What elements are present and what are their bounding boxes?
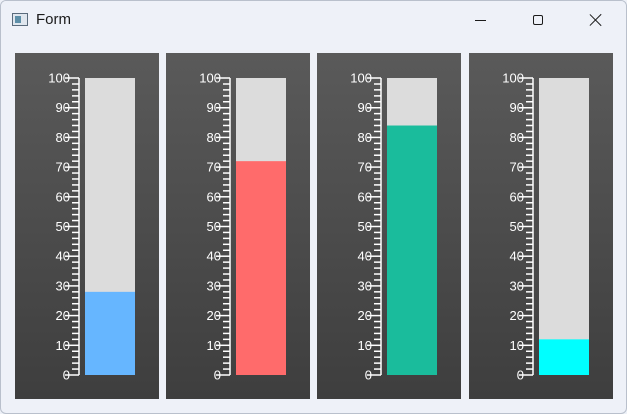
tick-label: 30 (358, 278, 372, 293)
gauge-fill (387, 125, 437, 376)
gauge-svg: 0 10 20 30 40 50 60 70 80 90 100 (48, 71, 135, 383)
tick-label: 90 (56, 100, 70, 115)
tick-label: 0 (365, 368, 372, 383)
tick-label: 40 (56, 249, 70, 264)
close-icon (589, 13, 603, 27)
tick-label: 30 (207, 278, 221, 293)
tick-label: 40 (510, 249, 524, 264)
tick-label: 10 (207, 338, 221, 353)
tick-label: 80 (56, 130, 70, 145)
tick-label: 10 (358, 338, 372, 353)
tick-label: 50 (510, 219, 524, 234)
tick-label: 90 (358, 100, 372, 115)
tick-label: 70 (510, 160, 524, 175)
window-title: Form (36, 11, 71, 28)
maximize-icon (533, 15, 543, 25)
gauge-fill (539, 339, 589, 375)
tick-label: 100 (350, 71, 372, 86)
tick-label: 60 (56, 189, 70, 204)
thermometer-gauge-4: 0 10 20 30 40 50 60 70 80 90 100 (469, 53, 613, 399)
tick-label: 40 (207, 249, 221, 264)
tick-label: 50 (358, 219, 372, 234)
tick-label: 80 (207, 130, 221, 145)
tick-label: 50 (56, 219, 70, 234)
minimize-button[interactable] (451, 1, 509, 39)
tick-label: 100 (199, 71, 221, 86)
gauge-fill (85, 291, 135, 375)
gauge-fill (236, 161, 286, 375)
tick-label: 20 (358, 308, 372, 323)
tick-label: 60 (510, 189, 524, 204)
thermometer-gauge-3: 0 10 20 30 40 50 60 70 80 90 100 (317, 53, 461, 399)
tick-label: 0 (63, 368, 70, 383)
tick-label: 60 (358, 189, 372, 204)
tick-label: 50 (207, 219, 221, 234)
tick-label: 20 (56, 308, 70, 323)
tick-label: 10 (56, 338, 70, 353)
tick-label: 60 (207, 189, 221, 204)
tick-label: 80 (358, 130, 372, 145)
tick-label: 70 (56, 160, 70, 175)
tick-label: 70 (207, 160, 221, 175)
thermometer-gauge-2: 0 10 20 30 40 50 60 70 80 90 100 (166, 53, 310, 399)
tick-label: 100 (48, 71, 70, 86)
tick-label: 0 (517, 368, 524, 383)
tick-label: 0 (214, 368, 221, 383)
tick-label: 90 (510, 100, 524, 115)
tick-label: 90 (207, 100, 221, 115)
tick-label: 10 (510, 338, 524, 353)
gauge-track (539, 78, 589, 375)
tick-label: 30 (510, 278, 524, 293)
tick-label: 40 (358, 249, 372, 264)
tick-label: 70 (358, 160, 372, 175)
gauge-svg: 0 10 20 30 40 50 60 70 80 90 100 (199, 71, 286, 383)
title-bar: Form (1, 1, 626, 39)
tick-label: 20 (207, 308, 221, 323)
maximize-button[interactable] (509, 1, 567, 39)
thermometer-gauge-1: 0 10 20 30 40 50 60 70 80 90 100 (15, 53, 159, 399)
minimize-icon (474, 19, 486, 21)
app-icon (12, 13, 28, 26)
gauge-svg: 0 10 20 30 40 50 60 70 80 90 100 (502, 71, 589, 383)
tick-label: 80 (510, 130, 524, 145)
close-button[interactable] (567, 1, 625, 39)
tick-label: 30 (56, 278, 70, 293)
tick-label: 100 (502, 71, 524, 86)
tick-label: 20 (510, 308, 524, 323)
gauge-svg: 0 10 20 30 40 50 60 70 80 90 100 (350, 71, 437, 383)
